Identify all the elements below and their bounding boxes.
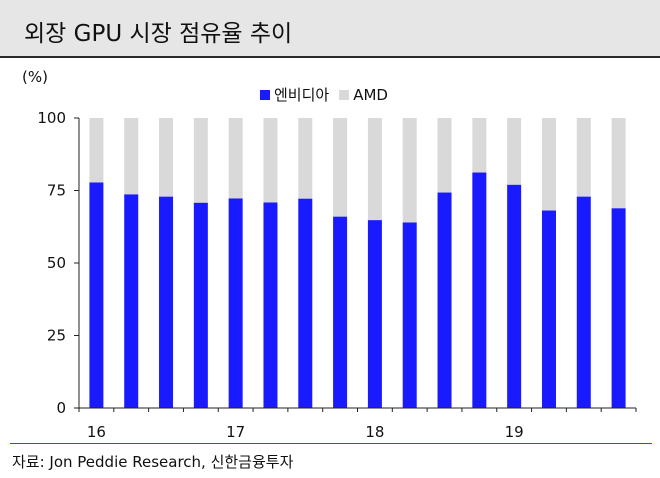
bar-nvidia-18q4 xyxy=(472,172,487,408)
bar-amd-18q2 xyxy=(402,118,417,223)
bar-nvidia-18q3 xyxy=(437,192,452,408)
legend-label-nvidia: 엔비디아 xyxy=(274,86,330,104)
bar-amd-19q4 xyxy=(611,118,626,209)
bar-nvidia-19q2 xyxy=(541,210,556,408)
bar-nvidia-19q1 xyxy=(507,184,522,408)
x-year-label-17: 17 xyxy=(226,423,245,441)
bar-nvidia-18q1 xyxy=(367,220,382,408)
bar-amd-17q1 xyxy=(228,118,243,199)
y-tick-label-100: 100 xyxy=(37,109,66,127)
bar-amd-17q4 xyxy=(333,118,348,217)
bar-amd-16q3 xyxy=(159,118,174,197)
bar-nvidia-16q2 xyxy=(124,194,139,408)
bar-nvidia-17q3 xyxy=(298,198,313,408)
source-divider xyxy=(10,443,652,444)
y-tick-label-75: 75 xyxy=(47,182,66,200)
bar-nvidia-19q3 xyxy=(576,196,591,408)
bar-amd-19q2 xyxy=(541,118,556,211)
bar-nvidia-17q4 xyxy=(333,216,348,408)
bar-amd-19q3 xyxy=(576,118,591,197)
source-note: 자료: Jon Peddie Research, 신한금융투자 xyxy=(12,453,294,471)
bar-amd-16q4 xyxy=(193,118,208,203)
legend-swatch-nvidia xyxy=(260,89,270,100)
y-tick-label-50: 50 xyxy=(47,254,66,272)
bar-nvidia-16q4 xyxy=(193,202,208,408)
bar-amd-16q2 xyxy=(124,118,139,195)
legend-item-amd: AMD xyxy=(339,86,388,104)
bar-nvidia-17q2 xyxy=(263,202,278,408)
bar-nvidia-16q1 xyxy=(89,182,104,408)
bar-nvidia-17q1 xyxy=(228,198,243,408)
title-bar: 외장 GPU 시장 점유율 추이 xyxy=(0,0,660,58)
bar-amd-17q2 xyxy=(263,118,278,203)
y-axis-unit: (%) xyxy=(22,68,48,86)
bar-amd-16q1 xyxy=(89,118,104,183)
x-year-label-18: 18 xyxy=(365,423,384,441)
legend-swatch-amd xyxy=(339,89,350,100)
bar-amd-18q3 xyxy=(437,118,452,193)
y-tick-label-0: 0 xyxy=(56,399,66,417)
bar-amd-18q4 xyxy=(472,118,487,173)
x-year-label-16: 16 xyxy=(87,423,106,441)
legend-item-nvidia: 엔비디아 xyxy=(260,84,329,105)
stacked-bar-chart: 0 25 50 75 100 16 17 18 19 xyxy=(37,109,637,441)
bar-nvidia-16q3 xyxy=(159,196,174,408)
chart-title: 외장 GPU 시장 점유율 추이 xyxy=(24,21,293,47)
legend: 엔비디아 AMD xyxy=(260,84,398,105)
bar-amd-17q3 xyxy=(298,118,313,199)
bar-nvidia-19q4 xyxy=(611,208,626,408)
bar-amd-18q1 xyxy=(367,118,382,221)
bar-amd-19q1 xyxy=(507,118,522,185)
y-tick-label-25: 25 xyxy=(47,327,66,345)
bar-nvidia-18q2 xyxy=(402,222,417,408)
legend-label-amd: AMD xyxy=(353,85,388,104)
x-year-label-19: 19 xyxy=(505,423,524,441)
